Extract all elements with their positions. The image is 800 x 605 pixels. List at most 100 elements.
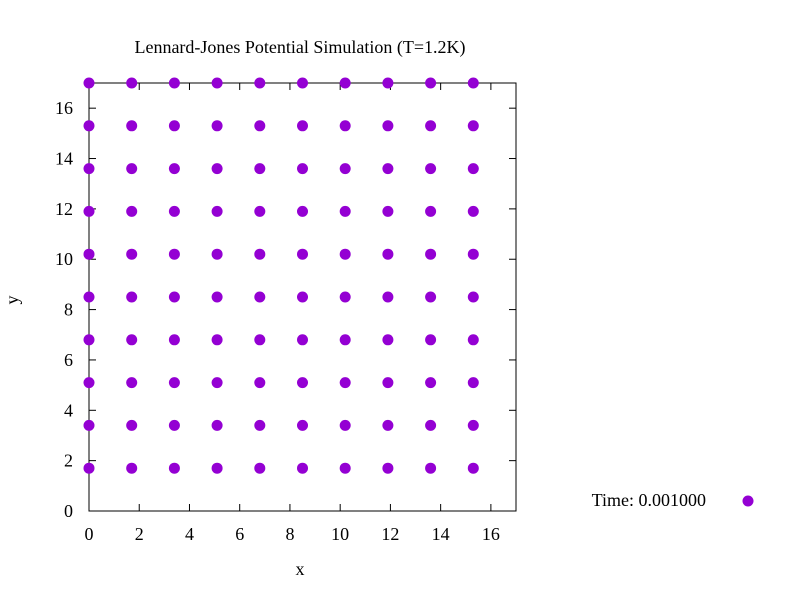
data-point [339, 462, 351, 474]
data-point [83, 205, 95, 217]
chart-title: Lennard-Jones Potential Simulation (T=1.… [134, 37, 465, 58]
data-point [339, 163, 351, 175]
data-point [126, 120, 138, 132]
data-point [297, 120, 308, 132]
data-point [382, 334, 394, 346]
data-point [211, 205, 223, 217]
data-point [211, 419, 223, 431]
y-tick-label: 6 [64, 350, 73, 370]
x-tick-label: 10 [331, 524, 349, 544]
data-point [211, 248, 223, 260]
data-point [254, 205, 266, 217]
data-point [126, 462, 138, 474]
data-point [83, 163, 95, 175]
data-point [83, 462, 95, 474]
data-point [467, 462, 479, 474]
data-point [126, 334, 138, 346]
data-point [467, 163, 479, 175]
x-tick-label: 6 [235, 524, 244, 544]
data-point [254, 248, 266, 260]
data-point [83, 248, 95, 260]
data-point [297, 163, 308, 175]
data-point [168, 419, 180, 431]
y-tick-label: 10 [55, 249, 73, 269]
legend-label: Time: 0.001000 [592, 490, 706, 510]
y-axis-label: y [2, 296, 22, 305]
x-tick-label: 12 [381, 524, 399, 544]
y-tick-label: 12 [55, 199, 73, 219]
data-point [339, 77, 351, 89]
data-point [168, 77, 180, 89]
x-tick-label: 16 [482, 524, 500, 544]
data-point [254, 419, 266, 431]
data-point [126, 291, 138, 303]
data-point [254, 163, 266, 175]
x-tick-label: 4 [185, 524, 194, 544]
data-point [83, 291, 95, 303]
data-point [467, 120, 479, 132]
data-point [467, 248, 479, 260]
y-tick-label: 4 [64, 400, 73, 420]
data-point [168, 334, 180, 346]
data-point [168, 291, 180, 303]
data-point [254, 462, 266, 474]
data-point [339, 120, 351, 132]
legend: Time: 0.001000 [592, 490, 754, 510]
data-point [168, 163, 180, 175]
data-point [83, 77, 95, 89]
x-tick-label: 14 [432, 524, 450, 544]
data-point [254, 120, 266, 132]
x-tick-label: 8 [285, 524, 294, 544]
data-point [382, 77, 394, 89]
data-point [254, 334, 266, 346]
tick-layer: 0 2 4 6 8 10 12 14 16 0 2 4 6 8 10 12 14 16 [55, 83, 516, 544]
data-point [297, 205, 308, 217]
data-point [126, 248, 138, 260]
x-axis-label: x [296, 559, 305, 579]
data-point [339, 334, 351, 346]
data-point [83, 334, 95, 346]
data-point [382, 291, 394, 303]
data-point [211, 334, 223, 346]
data-point [211, 377, 223, 389]
data-point [382, 377, 394, 389]
data-point [425, 419, 437, 431]
data-point [339, 248, 351, 260]
data-point [382, 462, 394, 474]
data-point [126, 377, 138, 389]
data-point [382, 419, 394, 431]
data-point [254, 377, 266, 389]
data-point [168, 248, 180, 260]
data-point [126, 419, 138, 431]
data-point [467, 291, 479, 303]
data-point [254, 77, 266, 89]
data-point [382, 120, 394, 132]
data-point [339, 291, 351, 303]
data-point [297, 462, 308, 474]
data-point [168, 462, 180, 474]
data-point [168, 120, 180, 132]
data-point [467, 377, 479, 389]
data-point [425, 77, 437, 89]
data-point [254, 291, 266, 303]
data-point [467, 419, 479, 431]
data-point [297, 334, 308, 346]
data-point [425, 205, 437, 217]
data-point [126, 205, 138, 217]
x-tick-label: 0 [85, 524, 94, 544]
data-point [126, 77, 138, 89]
data-point [425, 334, 437, 346]
data-point [211, 77, 223, 89]
data-point [382, 205, 394, 217]
y-tick-label: 0 [64, 501, 73, 521]
data-point [211, 462, 223, 474]
data-point [211, 291, 223, 303]
data-point [83, 120, 95, 132]
legend-marker [742, 495, 754, 507]
data-point [211, 163, 223, 175]
data-point [339, 419, 351, 431]
x-tick-label: 2 [135, 524, 144, 544]
data-point [83, 377, 95, 389]
